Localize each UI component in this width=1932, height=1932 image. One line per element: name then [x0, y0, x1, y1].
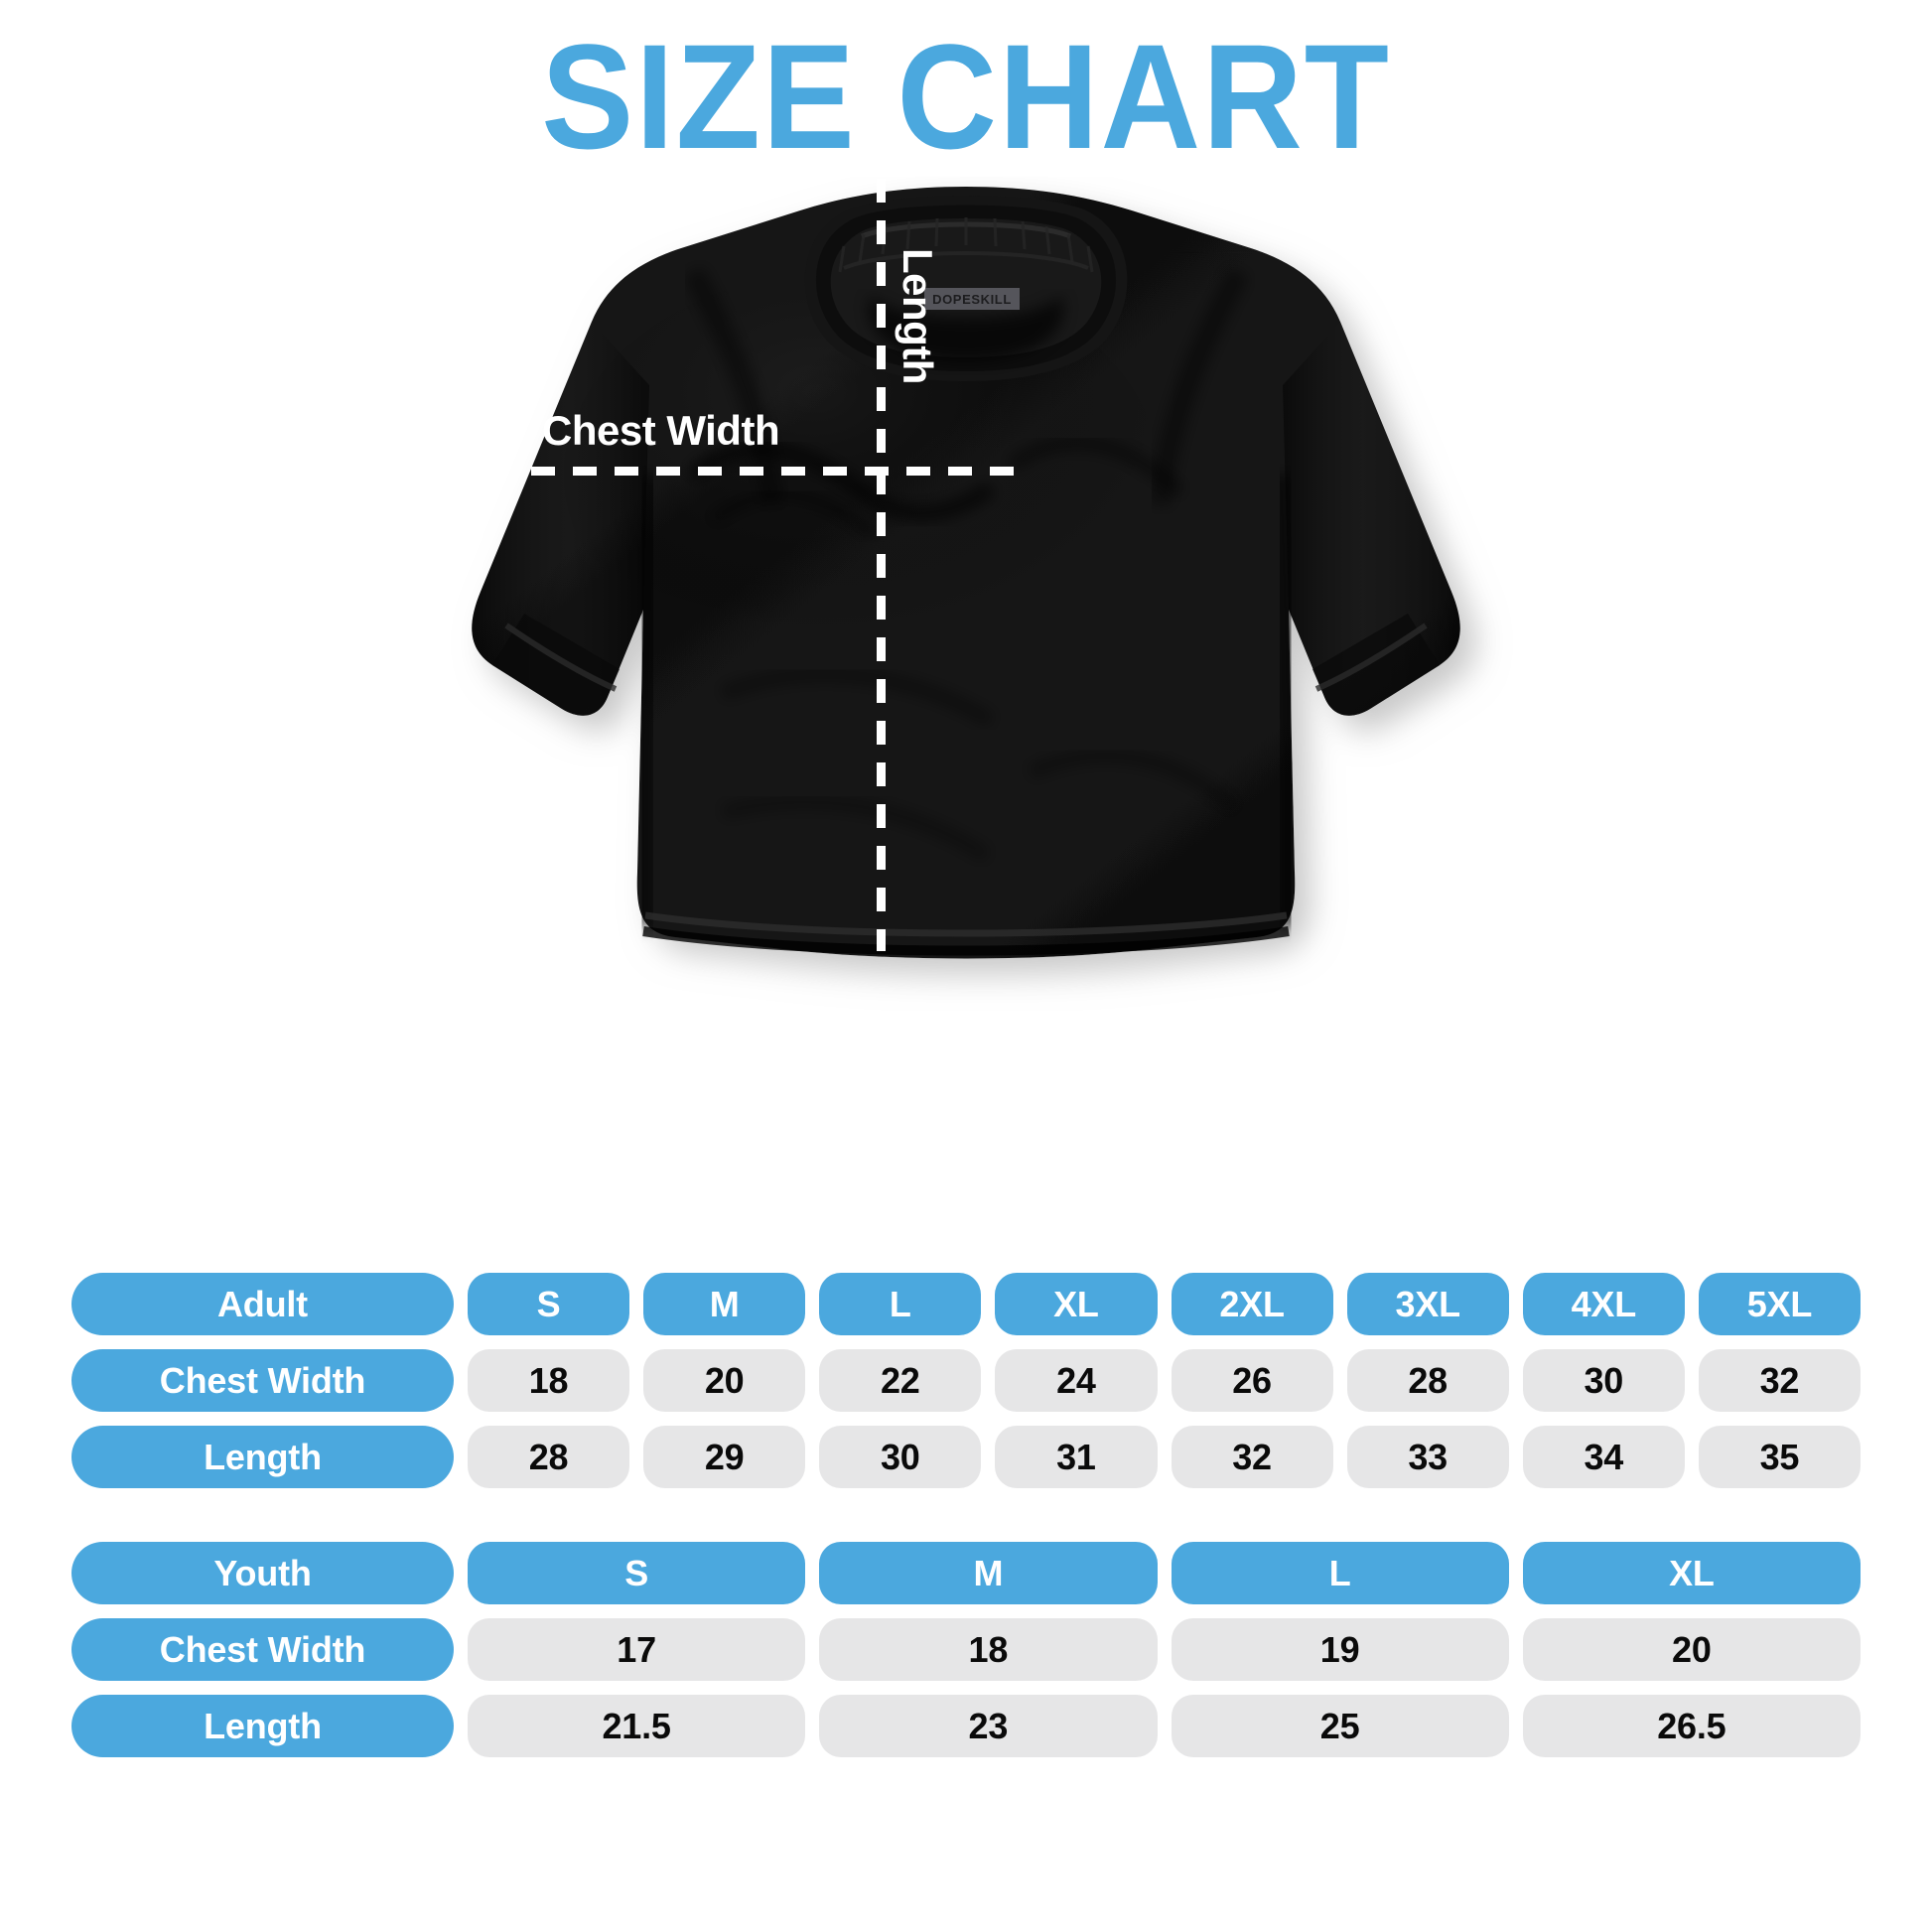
youth-size-table: Youth S M L XL Chest Width 17 18 19 20 L…	[0, 1542, 1932, 1757]
youth-chest-width-label: Chest Width	[71, 1618, 454, 1681]
youth-chest-width-xl: 20	[1522, 1618, 1861, 1681]
long-sleeve-shirt-icon	[472, 187, 1460, 959]
adult-length-xl: 31	[995, 1426, 1158, 1488]
shirt-graphic-wrapper: DOPESKILL Chest Width Length	[395, 177, 1537, 1011]
youth-length-m: 23	[819, 1695, 1158, 1757]
adult-chest-width-2xl: 26	[1171, 1349, 1333, 1412]
youth-size-header-l[interactable]: L	[1171, 1542, 1509, 1604]
youth-length-label: Length	[71, 1695, 454, 1757]
adult-size-header-4xl[interactable]: 4XL	[1522, 1273, 1685, 1335]
adult-length-m: 29	[643, 1426, 806, 1488]
youth-size-header-s[interactable]: S	[468, 1542, 806, 1604]
adult-size-header-2xl[interactable]: 2XL	[1171, 1273, 1333, 1335]
adult-length-label: Length	[71, 1426, 454, 1488]
youth-length-s: 21.5	[468, 1695, 806, 1757]
adult-chest-width-s: 18	[468, 1349, 630, 1412]
length-label: Length	[895, 248, 941, 384]
youth-size-header-m[interactable]: M	[819, 1542, 1158, 1604]
youth-length-xl: 26.5	[1522, 1695, 1861, 1757]
adult-length-3xl: 33	[1346, 1426, 1509, 1488]
adult-length-4xl: 34	[1522, 1426, 1685, 1488]
garment-illustration: DOPESKILL Chest Width Length	[0, 177, 1932, 1011]
youth-chest-width-s: 17	[468, 1618, 806, 1681]
adult-length-s: 28	[468, 1426, 630, 1488]
youth-header-label: Youth	[71, 1542, 454, 1604]
youth-header-row: Youth S M L XL	[71, 1542, 1861, 1604]
youth-size-header-xl[interactable]: XL	[1522, 1542, 1861, 1604]
youth-chest-width-m: 18	[819, 1618, 1158, 1681]
adult-size-header-s[interactable]: S	[468, 1273, 630, 1335]
adult-header-row: Adult S M L XL 2XL 3XL 4XL 5XL	[71, 1273, 1861, 1335]
size-tables: Adult S M L XL 2XL 3XL 4XL 5XL Chest Wid…	[0, 1273, 1932, 1757]
adult-size-header-l[interactable]: L	[819, 1273, 982, 1335]
youth-length-row: Length 21.5 23 25 26.5	[71, 1695, 1861, 1757]
adult-chest-width-xl: 24	[995, 1349, 1158, 1412]
youth-chest-width-row: Chest Width 17 18 19 20	[71, 1618, 1861, 1681]
chest-width-label: Chest Width	[542, 407, 780, 454]
adult-length-row: Length 28 29 30 31 32 33 34 35	[71, 1426, 1861, 1488]
adult-chest-width-row: Chest Width 18 20 22 24 26 28 30 32	[71, 1349, 1861, 1412]
adult-chest-width-m: 20	[643, 1349, 806, 1412]
adult-size-table: Adult S M L XL 2XL 3XL 4XL 5XL Chest Wid…	[0, 1273, 1932, 1488]
youth-length-l: 25	[1171, 1695, 1509, 1757]
adult-size-header-5xl[interactable]: 5XL	[1698, 1273, 1861, 1335]
adult-chest-width-label: Chest Width	[71, 1349, 454, 1412]
length-dashed-line	[877, 179, 886, 951]
adult-length-5xl: 35	[1698, 1426, 1861, 1488]
adult-length-l: 30	[819, 1426, 982, 1488]
adult-chest-width-5xl: 32	[1698, 1349, 1861, 1412]
adult-chest-width-4xl: 30	[1522, 1349, 1685, 1412]
page-title: SIZE CHART	[541, 13, 1391, 180]
adult-size-header-3xl[interactable]: 3XL	[1346, 1273, 1509, 1335]
adult-chest-width-l: 22	[819, 1349, 982, 1412]
adult-chest-width-3xl: 28	[1346, 1349, 1509, 1412]
brand-neck-tag: DOPESKILL	[924, 288, 1020, 310]
adult-size-header-xl[interactable]: XL	[995, 1273, 1158, 1335]
chest-width-dashed-line	[531, 467, 1028, 476]
adult-header-label: Adult	[71, 1273, 454, 1335]
adult-length-2xl: 32	[1171, 1426, 1333, 1488]
adult-size-header-m[interactable]: M	[643, 1273, 806, 1335]
youth-chest-width-l: 19	[1171, 1618, 1509, 1681]
